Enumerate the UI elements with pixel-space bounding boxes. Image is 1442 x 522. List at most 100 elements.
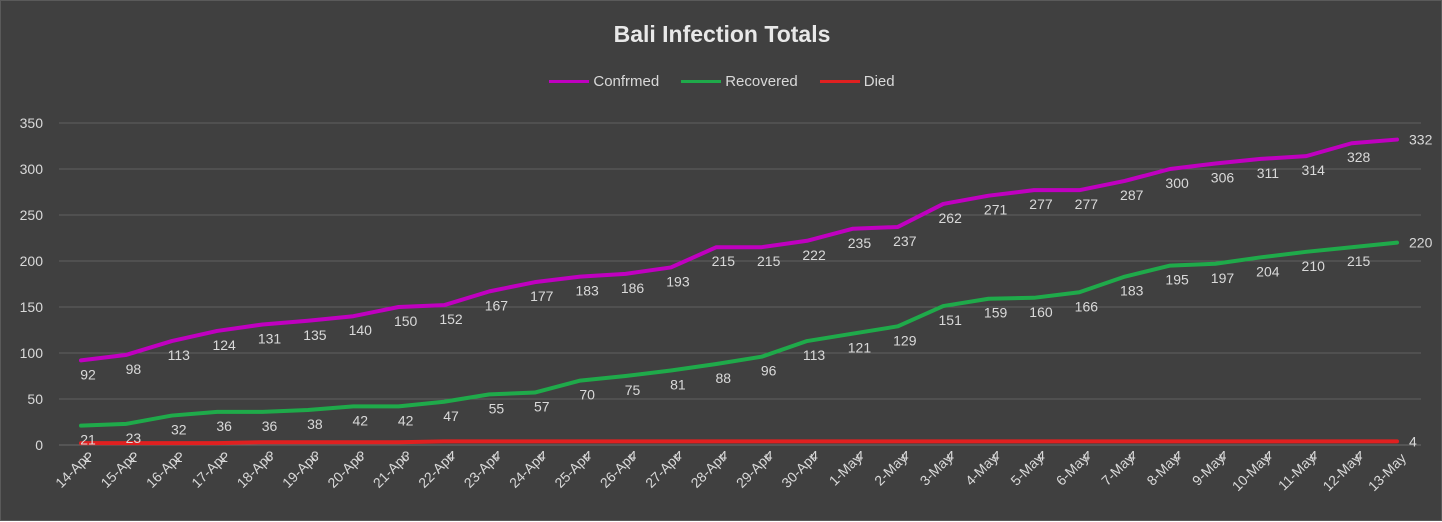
data-label: 92 [80,366,96,382]
data-label: 204 [1256,263,1280,279]
data-label: 271 [984,202,1008,218]
legend: Confrmed Recovered Died [1,73,1442,90]
data-label: 4 [765,447,773,463]
data-label: 81 [670,376,686,392]
data-label: 186 [621,280,645,296]
chart-title: Bali Infection Totals [613,21,831,47]
data-label: 4 [901,447,909,463]
data-label: 262 [939,210,963,226]
data-label: 4 [1219,447,1227,463]
data-label: 150 [394,313,418,329]
data-label: 4 [674,447,682,463]
legend-label-died: Died [863,73,895,90]
data-label: 277 [1075,196,1099,212]
data-label: 124 [212,337,236,353]
data-label: 3 [402,448,410,464]
x-tick-label: 13-May [1365,450,1409,494]
data-label: 193 [666,273,690,289]
data-label: 2 [220,449,228,465]
data-label: 235 [848,235,872,251]
data-label: 3 [356,448,364,464]
data-label: 140 [349,322,373,338]
data-label: 332 [1409,132,1433,148]
data-label: 70 [579,387,595,403]
data-label: 4 [992,447,1000,463]
data-label: 166 [1075,298,1099,314]
data-label: 3 [311,448,319,464]
data-label: 135 [303,327,327,343]
data-label: 96 [761,363,777,379]
data-label: 277 [1029,196,1053,212]
data-label: 57 [534,399,550,415]
y-tick-label: 350 [20,115,44,131]
y-tick-label: 0 [35,437,43,453]
data-label: 113 [803,347,826,363]
data-label: 121 [848,340,872,356]
data-label: 4 [1082,447,1090,463]
data-label: 4 [538,447,546,463]
legend-swatch-died [819,80,860,83]
data-label: 152 [439,311,463,327]
data-label: 131 [258,330,282,346]
data-label: 4 [1409,433,1417,449]
data-label: 237 [893,233,917,249]
data-label: 75 [625,382,641,398]
data-label: 38 [307,416,323,432]
series-line-recovered [79,240,1399,428]
data-label: 4 [1173,447,1181,463]
legend-item-confirmed[interactable]: Confrmed [549,73,659,90]
data-label: 300 [1165,175,1189,191]
data-label: 98 [126,361,142,377]
data-label: 215 [757,253,781,269]
data-label: 197 [1211,270,1235,286]
data-label: 55 [489,400,505,416]
data-label: 4 [946,447,954,463]
legend-item-recovered[interactable]: Recovered [681,73,798,90]
y-tick-label: 300 [20,161,44,177]
legend-item-died[interactable]: Died [819,73,895,90]
data-label: 4 [856,447,864,463]
data-label: 4 [583,447,591,463]
data-label: 21 [80,432,96,448]
data-label: 167 [485,297,509,313]
data-label: 129 [893,332,917,348]
series-line-confrmed [79,137,1399,363]
y-tick-label: 250 [20,207,44,223]
y-tick-label: 200 [20,253,44,269]
data-label: 4 [719,447,727,463]
data-label: 311 [1257,165,1280,181]
data-label: 2 [84,449,92,465]
data-label: 4 [629,447,637,463]
data-label: 42 [398,412,414,428]
data-label: 42 [352,412,368,428]
legend-label-recovered: Recovered [725,73,798,90]
data-label: 222 [802,247,826,263]
y-tick-label: 100 [20,345,44,361]
data-label: 4 [447,447,455,463]
data-label: 36 [216,418,232,434]
data-label: 47 [443,408,459,424]
data-label: 4 [1264,447,1272,463]
data-label: 220 [1409,235,1433,251]
data-label: 215 [1347,253,1371,269]
data-label: 88 [716,370,732,386]
data-label: 306 [1211,169,1235,185]
data-label: 215 [712,253,736,269]
legend-label-confirmed: Confrmed [593,73,660,90]
data-label: 287 [1120,187,1144,203]
data-label: 23 [126,430,142,446]
data-label: 183 [575,283,599,299]
data-label: 160 [1029,304,1053,320]
data-label: 195 [1165,272,1189,288]
data-label: 177 [530,288,554,304]
data-label: 210 [1302,258,1326,274]
y-tick-label: 150 [20,299,44,315]
legend-swatch-recovered [681,80,722,83]
data-label: 4 [1309,447,1317,463]
data-label: 32 [171,422,187,438]
data-label: 113 [168,347,191,363]
data-label: 151 [939,312,963,328]
data-label: 4 [1128,447,1136,463]
